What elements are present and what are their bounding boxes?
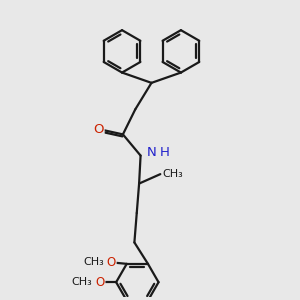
Text: O: O: [94, 123, 104, 136]
Text: CH₃: CH₃: [83, 257, 104, 267]
Text: CH₃: CH₃: [72, 277, 93, 287]
Text: CH₃: CH₃: [163, 169, 183, 179]
Text: O: O: [107, 256, 116, 269]
Text: H: H: [160, 146, 170, 159]
Text: N: N: [147, 146, 157, 159]
Text: O: O: [96, 276, 105, 289]
